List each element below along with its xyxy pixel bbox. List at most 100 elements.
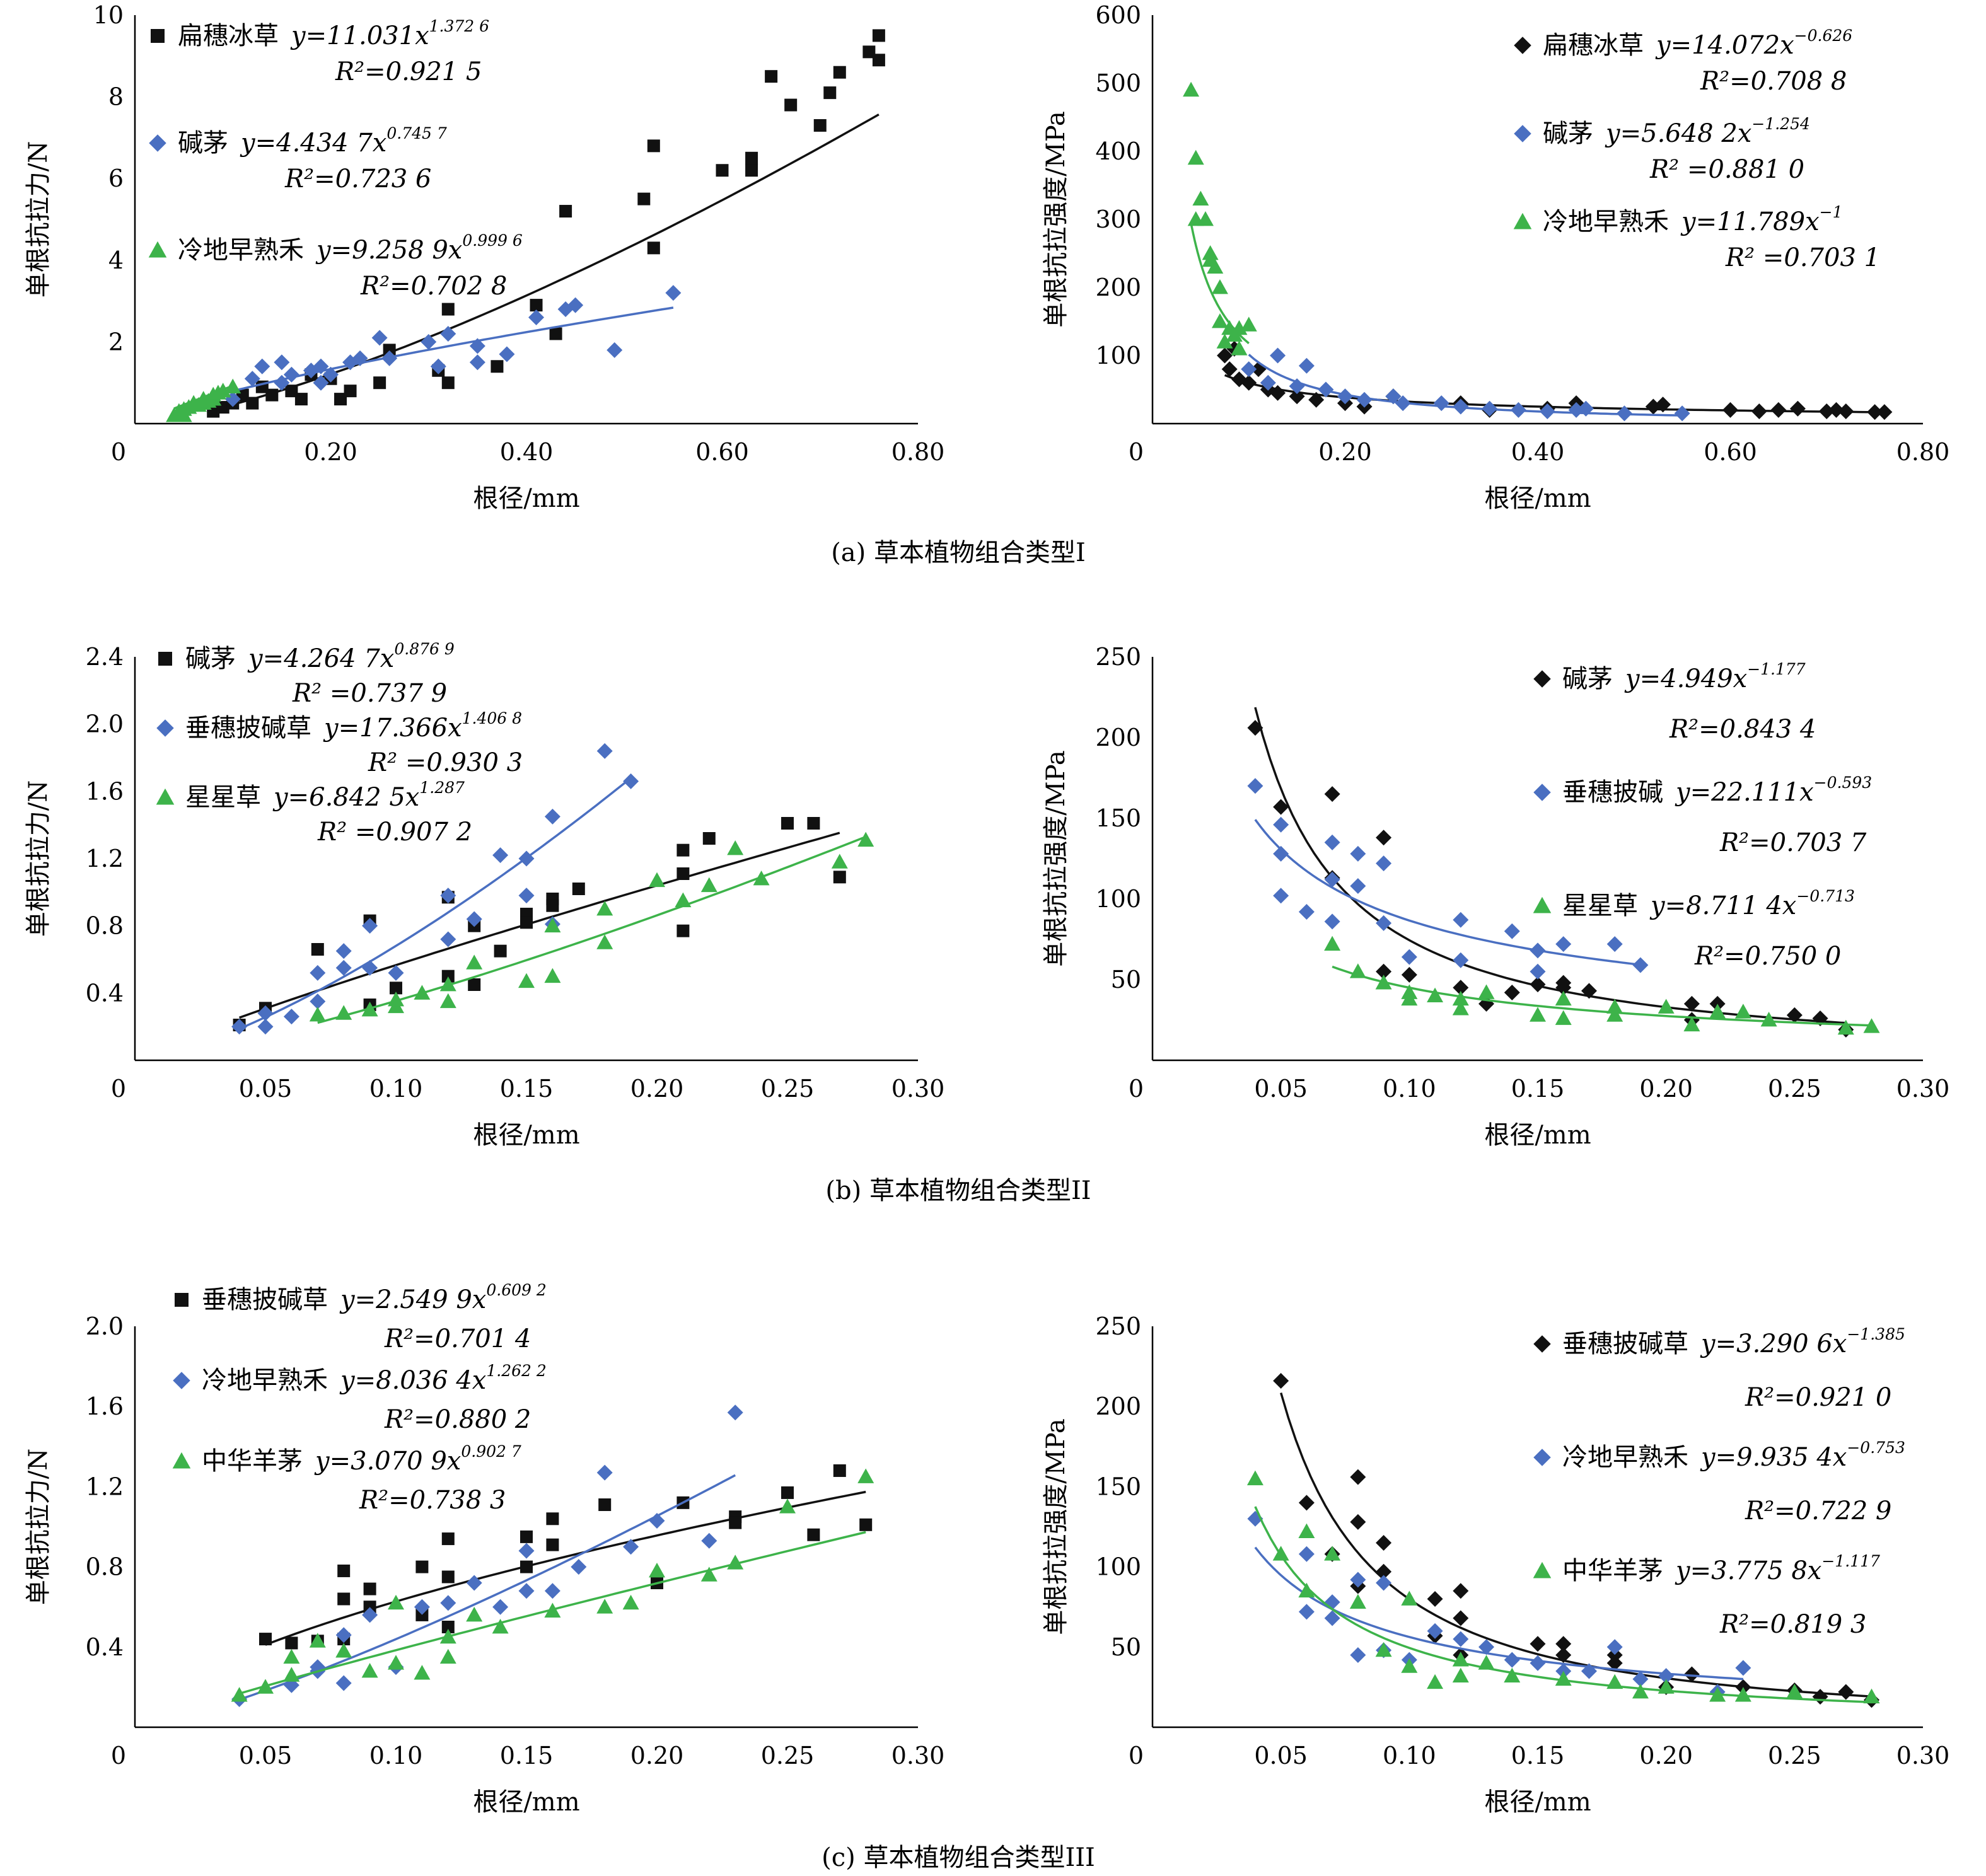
legend-marker	[1533, 896, 1552, 913]
data-point	[1318, 381, 1334, 398]
legend-name: 冷地早熟禾	[1562, 1443, 1688, 1472]
legend-name: 冷地早熟禾	[178, 236, 304, 265]
data-point	[1211, 313, 1228, 328]
y-tick-label: 0.8	[86, 1553, 124, 1581]
data-point	[1555, 936, 1572, 952]
y-tick-label: 8	[108, 83, 124, 111]
data-point	[1375, 975, 1392, 990]
data-point	[362, 959, 378, 976]
legend-equation: y=11.789x−1	[1680, 203, 1843, 236]
x-tick-label: 0.20	[1639, 1742, 1693, 1769]
x-tick-label: 0.15	[1511, 1075, 1565, 1103]
x-tick-label: 0.30	[1896, 1742, 1950, 1769]
data-point	[439, 1648, 456, 1664]
data-point	[294, 393, 308, 406]
data-point	[872, 29, 885, 42]
data-point	[1606, 1639, 1623, 1655]
legend-marker	[1514, 37, 1531, 54]
x-tick-label: 0.20	[630, 1075, 684, 1103]
x-tick-label: 0	[1129, 1742, 1144, 1769]
data-point	[677, 924, 690, 937]
data-point	[1867, 404, 1883, 420]
data-point	[1187, 149, 1204, 165]
y-tick-label: 400	[1095, 137, 1141, 165]
legend-r2: R²=0.722 9	[1745, 1497, 1891, 1526]
data-point	[362, 1607, 378, 1623]
data-point	[1674, 405, 1690, 422]
data-point	[1273, 845, 1289, 862]
data-point	[784, 98, 798, 112]
legend-equation: y=3.775 8x−1.117	[1675, 1552, 1880, 1585]
data-point	[596, 1599, 613, 1614]
data-point	[310, 964, 326, 981]
data-point	[1401, 949, 1417, 965]
y-tick-label: 100	[1095, 342, 1141, 369]
x-tick-label: 0.20	[630, 1742, 684, 1769]
data-point	[1606, 999, 1623, 1014]
data-point	[1247, 778, 1263, 794]
data-point	[700, 1566, 717, 1582]
series-1: 碱茅 y=4.264 7x0.876 9 R² =0.737 9	[158, 640, 846, 1031]
data-point	[1350, 878, 1366, 895]
x-tick-label: 0	[1129, 1075, 1144, 1103]
y-axis-label: 单根抗拉强度/MPa	[1042, 750, 1071, 966]
data-point	[1452, 1652, 1469, 1667]
legend-equation: y=22.111x−0.593	[1675, 773, 1872, 807]
data-point	[1337, 388, 1353, 405]
data-point	[647, 139, 660, 153]
legend-marker	[1533, 784, 1551, 801]
data-point	[859, 1518, 873, 1531]
data-point	[1658, 1668, 1675, 1684]
data-point	[833, 66, 846, 79]
y-tick-label: 2	[108, 328, 124, 356]
legend-r2: R² =0.881 0	[1649, 155, 1804, 184]
data-point	[492, 847, 509, 864]
series-2: 冷地早熟禾 y=8.036 4x1.262 2 R²=0.880 2	[173, 1362, 743, 1707]
data-point	[390, 981, 402, 995]
data-point	[283, 1648, 300, 1664]
chart-c-strength: 0 0.05 0.10 0.15 0.20 0.25 0.30 50 100 150 200 250 根…	[1042, 1312, 1949, 1817]
data-point	[285, 385, 298, 398]
legend-exponent: −0.753	[1847, 1439, 1905, 1457]
y-tick-label: 0.4	[86, 979, 124, 1007]
legend-marker	[149, 134, 166, 152]
data-point	[549, 327, 562, 340]
data-point	[1350, 845, 1366, 862]
legend-r2: R²=0.702 8	[360, 272, 507, 301]
data-point	[727, 1555, 744, 1570]
data-point	[702, 832, 716, 845]
legend-r2: R²=0.921 5	[335, 57, 482, 86]
data-point	[1350, 1469, 1366, 1485]
data-point	[244, 371, 260, 387]
x-tick-label: 0.80	[1896, 438, 1950, 466]
fit-curve	[239, 831, 840, 1019]
y-tick-label: 50	[1111, 966, 1141, 993]
data-point	[361, 1002, 378, 1017]
data-point	[745, 151, 758, 165]
legend-exponent: 1.372 6	[429, 17, 490, 35]
fit-curve	[1254, 1546, 1744, 1681]
data-point	[571, 1559, 587, 1575]
x-tick-label: 0.05	[1254, 1075, 1308, 1103]
data-point	[518, 1583, 535, 1599]
data-point	[1324, 935, 1341, 951]
data-point	[421, 333, 437, 350]
data-point	[1324, 1610, 1340, 1626]
legend-equation: y=9.258 9x0.999 6	[315, 231, 523, 265]
data-point	[1709, 1004, 1726, 1019]
legend-name: 冷地早熟禾	[1543, 207, 1669, 236]
x-tick-label: 0.15	[1511, 1742, 1565, 1769]
data-point	[1270, 347, 1286, 364]
chart-a-strength: 0 0.20 0.40 0.60 0.80 100 200 300 400 500 600 根径/mm…	[1042, 1, 1949, 513]
legend-name: 垂穗披碱草	[202, 1285, 328, 1314]
x-axis-label: 根径/mm	[1484, 1121, 1591, 1150]
data-point	[1683, 1666, 1700, 1682]
series-2: 碱茅 y=4.434 7x0.745 7 R²=0.723 6	[149, 124, 682, 407]
data-point	[1427, 1674, 1444, 1689]
data-point	[1350, 1514, 1366, 1530]
legend-exponent: 0.902 7	[461, 1442, 521, 1461]
data-point	[1298, 1495, 1315, 1511]
data-point	[1375, 1642, 1392, 1657]
x-tick-label: 0.80	[891, 438, 945, 466]
legend-exponent: 0.876 9	[394, 640, 455, 658]
